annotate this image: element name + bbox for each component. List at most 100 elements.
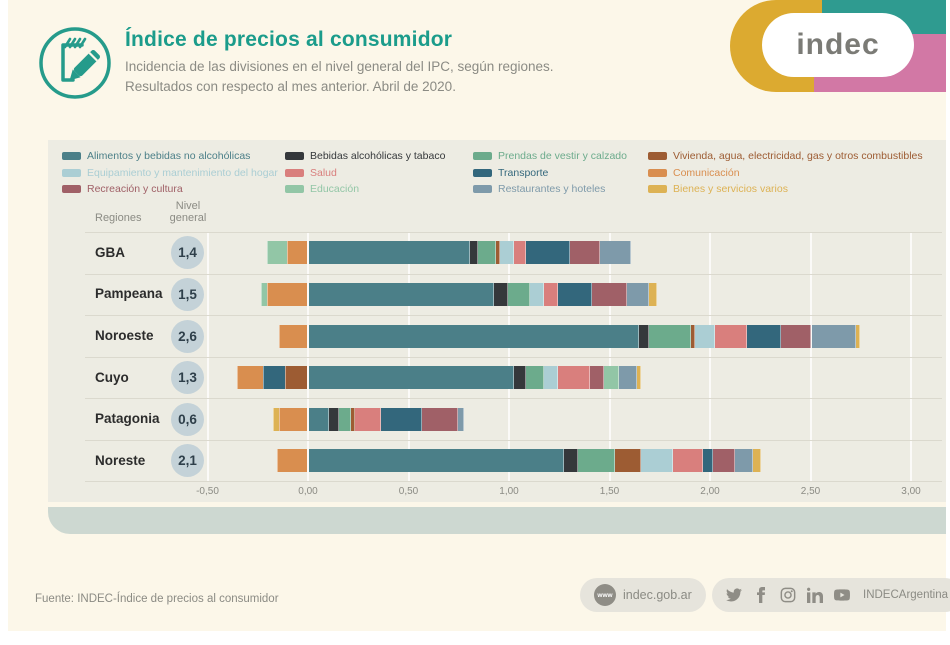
bar-segment-cuyo-prendas (526, 366, 545, 389)
www-icon: www (594, 584, 616, 606)
legend-item-alimentos: Alimentos y bebidas no alcohólicas (62, 149, 250, 163)
legend-item-bebidas-alcoholicas: Bebidas alcohólicas y tabaco (285, 149, 445, 163)
gridline (508, 232, 510, 481)
bar-segment-noreste-alimentos (309, 449, 565, 472)
row-separator (85, 481, 942, 482)
bar-segment-gba-equipamiento (499, 241, 514, 264)
bar-segment-noroeste-alimentos (309, 325, 639, 348)
region-label-pampeana: Pampeana (95, 286, 163, 301)
row-separator (85, 357, 942, 358)
legend-item-bienes: Bienes y servicios varios (648, 182, 788, 196)
bar-segment-cuyo-bebidas-alcoholicas (514, 366, 527, 389)
bar-segment-cuyo-recreacion (590, 366, 605, 389)
legend-swatch-restaurantes (473, 185, 492, 193)
indec-logo: indec (730, 0, 946, 92)
bar-segment-noroeste-comunicacion (278, 325, 307, 348)
legend-label: Vivienda, agua, electricidad, gas y otro… (673, 150, 923, 162)
gridline (307, 232, 309, 481)
facebook-icon[interactable] (753, 587, 769, 603)
header: Índice de precios al consumidor Incidenc… (125, 28, 554, 96)
legend-label: Alimentos y bebidas no alcohólicas (87, 150, 251, 162)
legend-item-salud: Salud (285, 166, 337, 180)
bar-segment-noreste-transporte (702, 449, 713, 472)
instagram-icon[interactable] (780, 587, 796, 603)
x-axis-tick: -0,50 (196, 486, 219, 497)
legend-swatch-bebidas-alcoholicas (285, 152, 304, 160)
bar-segment-cuyo-transporte (262, 366, 285, 389)
bar-segment-patagonia-prendas (339, 408, 352, 431)
bar-segment-patagonia-bebidas-alcoholicas (329, 408, 340, 431)
legend-swatch-equipamiento (62, 168, 81, 177)
x-axis-tick: 2,00 (700, 486, 720, 497)
nivel-general-badge-gba: 1,4 (171, 236, 204, 269)
website-pill[interactable]: www indec.gob.ar (580, 578, 706, 612)
legend-item-restaurantes: Restaurantes y hoteles (473, 182, 605, 196)
row-separator (85, 232, 942, 233)
bar-segment-pampeana-bienes (648, 283, 657, 306)
bar-segment-gba-comunicacion (286, 241, 307, 264)
nivel-general-badge-noroeste: 2,6 (171, 320, 204, 353)
bar-segment-pampeana-equipamiento (530, 283, 545, 306)
bar-segment-noreste-bebidas-alcoholicas (564, 449, 579, 472)
chart-panel (48, 140, 946, 502)
legend-label: Equipamiento y mantenimiento del hogar (87, 166, 278, 179)
bar-segment-noroeste-prendas (648, 325, 691, 348)
x-axis-tick: 0,00 (298, 486, 318, 497)
bar-segment-pampeana-transporte (558, 283, 593, 306)
bar-segment-cuyo-educacion (604, 366, 619, 389)
bar-segment-noroeste-equipamiento (694, 325, 715, 348)
bar-segment-patagonia-restaurantes (457, 408, 464, 431)
legend-item-educacion: Educación (285, 182, 359, 196)
twitter-icon[interactable] (726, 587, 742, 603)
legend-label: Educación (310, 183, 360, 195)
youtube-icon[interactable] (834, 587, 850, 603)
region-label-gba: GBA (95, 245, 125, 260)
legend-swatch-comunicacion (648, 168, 667, 177)
bar-segment-patagonia-salud (355, 408, 382, 431)
legend-item-vivienda: Vivienda, agua, electricidad, gas y otro… (648, 149, 923, 163)
legend-label: Recreación y cultura (87, 183, 183, 195)
bar-segment-noreste-bienes (753, 449, 762, 472)
legend-label: Bienes y servicios varios (673, 183, 788, 195)
logo-wordmark-pill: indec (762, 13, 914, 77)
level-column-header: Nivel general (169, 200, 207, 224)
page-subtitle-line1: Incidencia de las divisiones en el nivel… (125, 59, 554, 74)
bar-segment-pampeana-alimentos (309, 283, 494, 306)
bar-segment-cuyo-equipamiento (544, 366, 559, 389)
legend-swatch-educacion (285, 185, 304, 193)
bar-segment-gba-salud (514, 241, 527, 264)
gridline (206, 232, 209, 481)
bar-segment-noroeste-transporte (747, 325, 782, 348)
bar-segment-patagonia-vivienda (351, 408, 356, 431)
bar-segment-gba-alimentos (309, 241, 470, 264)
nivel-general-badge-pampeana: 1,5 (171, 278, 204, 311)
decorative-bottom-strip (48, 507, 946, 534)
row-separator (85, 398, 942, 399)
bar-segment-noroeste-bebidas-alcoholicas (638, 325, 649, 348)
bar-segment-cuyo-restaurantes (618, 366, 637, 389)
x-axis-tick: 2,50 (800, 486, 821, 497)
legend-label: Restaurantes y hoteles (498, 183, 606, 195)
bar-segment-noreste-comunicacion (276, 449, 307, 472)
linkedin-icon[interactable] (807, 587, 823, 603)
bar-segment-gba-educacion (266, 241, 287, 264)
gridline (809, 232, 812, 481)
legend-item-prendas: Prendas de vestir y calzado (473, 149, 627, 163)
bar-segment-noroeste-restaurantes (811, 325, 856, 348)
legend-swatch-prendas (473, 152, 492, 160)
legend-swatch-alimentos (62, 152, 81, 160)
social-links-pill[interactable]: INDECArgentina (712, 578, 950, 612)
region-label-noroeste: Noroeste (95, 328, 154, 343)
bar-segment-patagonia-comunicacion (278, 408, 307, 431)
bar-segment-noroeste-salud (715, 325, 748, 348)
region-label-cuyo: Cuyo (95, 370, 129, 385)
row-separator (85, 315, 942, 316)
region-label-noreste: Noreste (95, 453, 146, 468)
bar-segment-pampeana-salud (544, 283, 559, 306)
bar-segment-noreste-salud (672, 449, 703, 472)
bar-segment-noreste-recreacion (713, 449, 736, 472)
website-url: indec.gob.ar (623, 588, 692, 602)
legend-label: Transporte (498, 166, 549, 179)
bar-segment-noroeste-vivienda (690, 325, 695, 348)
regions-column-header: Regiones (95, 212, 142, 224)
